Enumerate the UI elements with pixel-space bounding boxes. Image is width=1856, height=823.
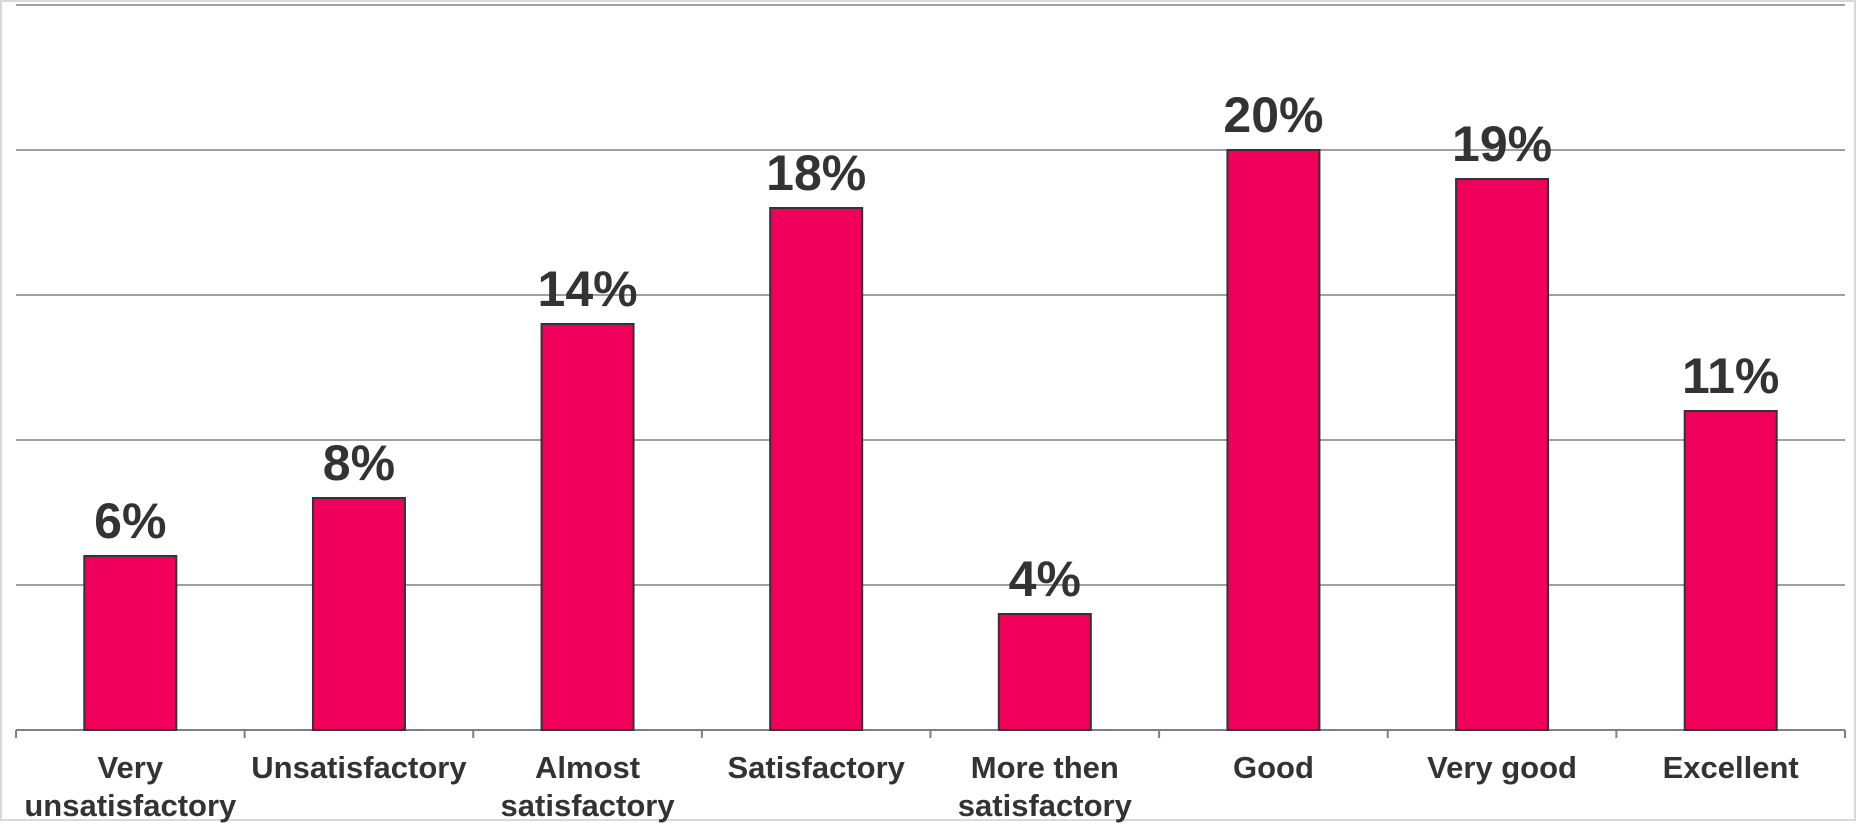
x-tick-label: Good <box>1233 750 1314 785</box>
x-tick-label-line: Almost <box>535 750 640 785</box>
x-tick-label: Very unsatisfactory <box>24 750 237 823</box>
data-label: 20% <box>1223 87 1323 143</box>
x-tick-label-line: satisfactory <box>958 788 1133 823</box>
bar <box>1683 410 1778 731</box>
data-label: 8% <box>323 435 395 491</box>
x-tick-label-line: unsatisfactory <box>24 788 237 823</box>
x-tick-label-line: Satisfactory <box>727 750 905 785</box>
bar <box>769 207 864 731</box>
x-tick-label-line: More then <box>971 750 1119 785</box>
data-label: 14% <box>538 261 638 317</box>
x-tick-label: Almost satisfactory <box>501 750 676 823</box>
data-label: 6% <box>94 493 166 549</box>
bar <box>997 613 1092 731</box>
x-tick-label-line: Unsatisfactory <box>251 750 467 785</box>
data-label: 4% <box>1009 551 1081 607</box>
x-tick-label: Satisfactory <box>727 750 905 785</box>
bar <box>311 497 406 731</box>
bar <box>1455 178 1550 731</box>
x-tick-label: Excellent <box>1663 750 1799 785</box>
x-tick-label: Unsatisfactory <box>251 750 467 785</box>
data-label: 18% <box>766 145 866 201</box>
bar <box>540 323 635 731</box>
data-label: 11% <box>1682 348 1779 404</box>
x-tick-label: Very good <box>1427 750 1577 785</box>
data-label: 19% <box>1452 116 1552 172</box>
x-tick-label-line: satisfactory <box>501 788 676 823</box>
bar <box>1226 149 1321 731</box>
bar <box>83 555 178 731</box>
x-tick-label-line: Good <box>1233 750 1314 785</box>
x-tick-label-line: Very good <box>1427 750 1577 785</box>
x-tick-label-line: Very <box>98 750 164 785</box>
x-tick-label-line: Excellent <box>1663 750 1799 785</box>
x-tick-label: More then satisfactory <box>958 750 1133 823</box>
